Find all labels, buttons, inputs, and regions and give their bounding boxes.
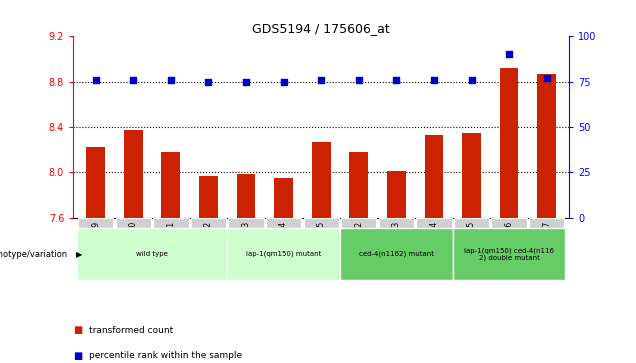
Bar	[303, 218, 339, 280]
Bar	[78, 218, 113, 280]
Text: iap-1(qm150) mutant: iap-1(qm150) mutant	[246, 251, 321, 257]
Bar	[425, 135, 443, 218]
Point	[466, 77, 476, 83]
Point	[391, 77, 401, 83]
Text: percentile rank within the sample: percentile rank within the sample	[89, 351, 242, 360]
Text: GSM1305990: GSM1305990	[128, 221, 138, 272]
Bar	[340, 228, 453, 280]
Bar	[500, 68, 518, 218]
Point	[166, 77, 176, 83]
Bar	[417, 218, 452, 280]
Text: GSM1306006: GSM1306006	[504, 221, 514, 272]
Point	[90, 77, 100, 83]
Bar	[162, 152, 180, 218]
Title: GDS5194 / 175606_at: GDS5194 / 175606_at	[252, 22, 390, 35]
Bar	[153, 218, 188, 280]
Bar	[227, 228, 340, 280]
Point	[316, 77, 326, 83]
Point	[542, 75, 552, 81]
Text: GSM1305994: GSM1305994	[279, 221, 288, 272]
Text: wild type: wild type	[136, 251, 168, 257]
Bar	[454, 218, 489, 280]
Text: genotype/variation: genotype/variation	[0, 250, 70, 258]
Bar	[274, 178, 293, 218]
Bar	[462, 133, 481, 218]
Text: ■: ■	[73, 325, 83, 335]
Text: GSM1306002: GSM1306002	[354, 221, 363, 272]
Point	[429, 77, 439, 83]
Point	[279, 79, 289, 85]
Text: transformed count: transformed count	[89, 326, 173, 335]
Point	[128, 77, 139, 83]
Bar	[537, 74, 556, 218]
Bar	[116, 218, 151, 280]
Bar	[86, 147, 105, 218]
Text: GSM1305993: GSM1305993	[242, 221, 251, 272]
Text: ced-4(n1162) mutant: ced-4(n1162) mutant	[359, 251, 434, 257]
Bar	[199, 176, 218, 218]
Bar	[529, 218, 564, 280]
Text: GSM1306007: GSM1306007	[542, 221, 551, 272]
Bar	[191, 218, 226, 280]
Text: GSM1306004: GSM1306004	[429, 221, 438, 272]
Point	[504, 52, 514, 57]
Text: GSM1305991: GSM1305991	[167, 221, 176, 272]
Point	[204, 79, 214, 85]
Text: GSM1306005: GSM1306005	[467, 221, 476, 272]
Text: GSM1305989: GSM1305989	[91, 221, 100, 272]
Bar	[378, 218, 414, 280]
Bar	[77, 228, 227, 280]
Point	[241, 79, 251, 85]
Text: GSM1305995: GSM1305995	[317, 221, 326, 272]
Bar	[237, 174, 256, 218]
Text: iap-1(qm150) ced-4(n116
2) double mutant: iap-1(qm150) ced-4(n116 2) double mutant	[464, 247, 554, 261]
Bar	[341, 218, 377, 280]
Bar	[492, 218, 527, 280]
Text: ▶: ▶	[76, 250, 83, 258]
Bar	[124, 130, 142, 218]
Bar	[453, 228, 565, 280]
Bar	[349, 152, 368, 218]
Bar	[312, 142, 331, 218]
Point	[354, 77, 364, 83]
Bar	[228, 218, 264, 280]
Bar	[387, 171, 406, 218]
Bar	[266, 218, 301, 280]
Text: ■: ■	[73, 351, 83, 361]
Text: GSM1306003: GSM1306003	[392, 221, 401, 272]
Text: GSM1305992: GSM1305992	[204, 221, 213, 272]
